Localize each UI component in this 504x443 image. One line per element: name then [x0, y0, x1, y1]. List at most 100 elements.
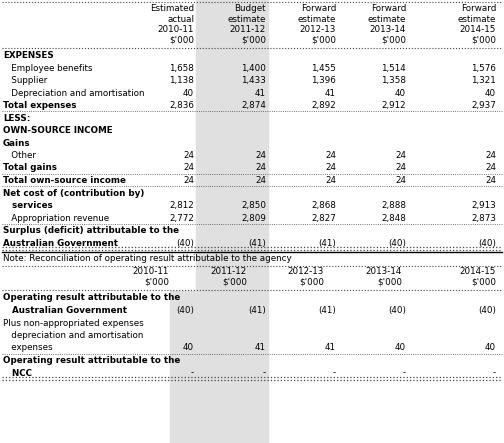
Text: $'000: $'000: [169, 35, 194, 44]
Text: Forward: Forward: [370, 4, 406, 13]
Text: Supplier: Supplier: [3, 76, 47, 85]
Bar: [170, 291, 242, 443]
Text: (41): (41): [248, 238, 266, 248]
Text: 1,576: 1,576: [471, 63, 496, 73]
Text: Gains: Gains: [3, 139, 31, 148]
Text: 24: 24: [183, 163, 194, 172]
Text: 1,400: 1,400: [241, 63, 266, 73]
Text: 1,358: 1,358: [381, 76, 406, 85]
Text: 2014-15: 2014-15: [460, 25, 496, 34]
Text: LESS:: LESS:: [3, 113, 30, 123]
Text: 1,138: 1,138: [169, 76, 194, 85]
Text: Operating result attributable to the: Operating result attributable to the: [3, 294, 180, 303]
Text: Surplus (deficit) attributable to the: Surplus (deficit) attributable to the: [3, 226, 179, 235]
Text: 2011-12: 2011-12: [211, 268, 247, 276]
Text: Employee benefits: Employee benefits: [3, 63, 93, 73]
Text: 2,868: 2,868: [311, 201, 336, 210]
Text: (40): (40): [388, 238, 406, 248]
Text: (40): (40): [478, 238, 496, 248]
Text: 40: 40: [183, 89, 194, 97]
Text: $'000: $'000: [381, 35, 406, 44]
Text: (41): (41): [248, 306, 266, 315]
Text: (41): (41): [318, 306, 336, 315]
Text: 1,514: 1,514: [381, 63, 406, 73]
Text: -: -: [493, 369, 496, 377]
Text: OWN-SOURCE INCOME: OWN-SOURCE INCOME: [3, 126, 112, 135]
Text: depreciation and amortisation: depreciation and amortisation: [3, 331, 143, 340]
Text: 24: 24: [485, 163, 496, 172]
Text: estimate: estimate: [367, 15, 406, 23]
Text: -: -: [333, 369, 336, 377]
Text: Estimated: Estimated: [150, 4, 194, 13]
Text: 1,396: 1,396: [311, 76, 336, 85]
Text: NCC: NCC: [3, 369, 32, 377]
Text: 2,912: 2,912: [382, 101, 406, 110]
Text: Total gains: Total gains: [3, 163, 57, 172]
Text: Australian Government: Australian Government: [3, 306, 127, 315]
Text: -: -: [403, 369, 406, 377]
Text: Appropriation revenue: Appropriation revenue: [3, 214, 109, 222]
Text: 2013-14: 2013-14: [369, 25, 406, 34]
Text: Plus non-appropriated expenses: Plus non-appropriated expenses: [3, 319, 144, 327]
Text: 24: 24: [485, 176, 496, 185]
Text: Other: Other: [3, 151, 36, 160]
Text: expenses: expenses: [3, 343, 52, 353]
Text: (40): (40): [176, 306, 194, 315]
Text: 2,913: 2,913: [471, 201, 496, 210]
Text: 2012-13: 2012-13: [299, 25, 336, 34]
Text: 2,873: 2,873: [471, 214, 496, 222]
Text: $'000: $'000: [144, 278, 169, 287]
Text: actual: actual: [167, 15, 194, 23]
Text: 2,888: 2,888: [381, 201, 406, 210]
Text: 24: 24: [325, 176, 336, 185]
Text: 2010-11: 2010-11: [133, 268, 169, 276]
Text: Budget: Budget: [234, 4, 266, 13]
Text: -: -: [263, 369, 266, 377]
Text: 40: 40: [183, 343, 194, 353]
Text: 2012-13: 2012-13: [288, 268, 324, 276]
Text: 24: 24: [255, 163, 266, 172]
Text: 24: 24: [395, 176, 406, 185]
Text: 40: 40: [485, 343, 496, 353]
Text: $'000: $'000: [311, 35, 336, 44]
Text: $'000: $'000: [299, 278, 324, 287]
Text: 24: 24: [255, 151, 266, 160]
Text: 2,809: 2,809: [241, 214, 266, 222]
Text: 24: 24: [325, 163, 336, 172]
Text: estimate: estimate: [228, 15, 266, 23]
Text: (40): (40): [176, 238, 194, 248]
Text: Total expenses: Total expenses: [3, 101, 77, 110]
Text: (41): (41): [318, 238, 336, 248]
Text: Depreciation and amortisation: Depreciation and amortisation: [3, 89, 145, 97]
Text: 41: 41: [255, 343, 266, 353]
Text: (40): (40): [478, 306, 496, 315]
Text: estimate: estimate: [298, 15, 336, 23]
Text: 1,321: 1,321: [471, 76, 496, 85]
Text: 2,848: 2,848: [381, 214, 406, 222]
Text: Note: Reconciliation of operating result attributable to the agency: Note: Reconciliation of operating result…: [3, 254, 292, 263]
Text: 2,772: 2,772: [169, 214, 194, 222]
Text: 2,937: 2,937: [471, 101, 496, 110]
Text: 24: 24: [255, 176, 266, 185]
Text: EXPENSES: EXPENSES: [3, 51, 54, 60]
Text: $'000: $'000: [377, 278, 402, 287]
Text: -: -: [191, 369, 194, 377]
Text: 24: 24: [395, 163, 406, 172]
Text: Operating result attributable to the: Operating result attributable to the: [3, 356, 180, 365]
Text: 2,812: 2,812: [169, 201, 194, 210]
Text: Forward: Forward: [300, 4, 336, 13]
Text: Net cost of (contribution by): Net cost of (contribution by): [3, 189, 144, 198]
Text: estimate: estimate: [458, 15, 496, 23]
Text: 2,892: 2,892: [311, 101, 336, 110]
Text: Australian Government: Australian Government: [3, 238, 118, 248]
Text: 24: 24: [395, 151, 406, 160]
Text: 41: 41: [325, 89, 336, 97]
Text: 1,455: 1,455: [311, 63, 336, 73]
Text: 2011-12: 2011-12: [230, 25, 266, 34]
Text: 40: 40: [395, 89, 406, 97]
Text: 41: 41: [325, 343, 336, 353]
Text: 41: 41: [255, 89, 266, 97]
Text: $'000: $'000: [471, 35, 496, 44]
Text: 40: 40: [395, 343, 406, 353]
Text: 40: 40: [485, 89, 496, 97]
